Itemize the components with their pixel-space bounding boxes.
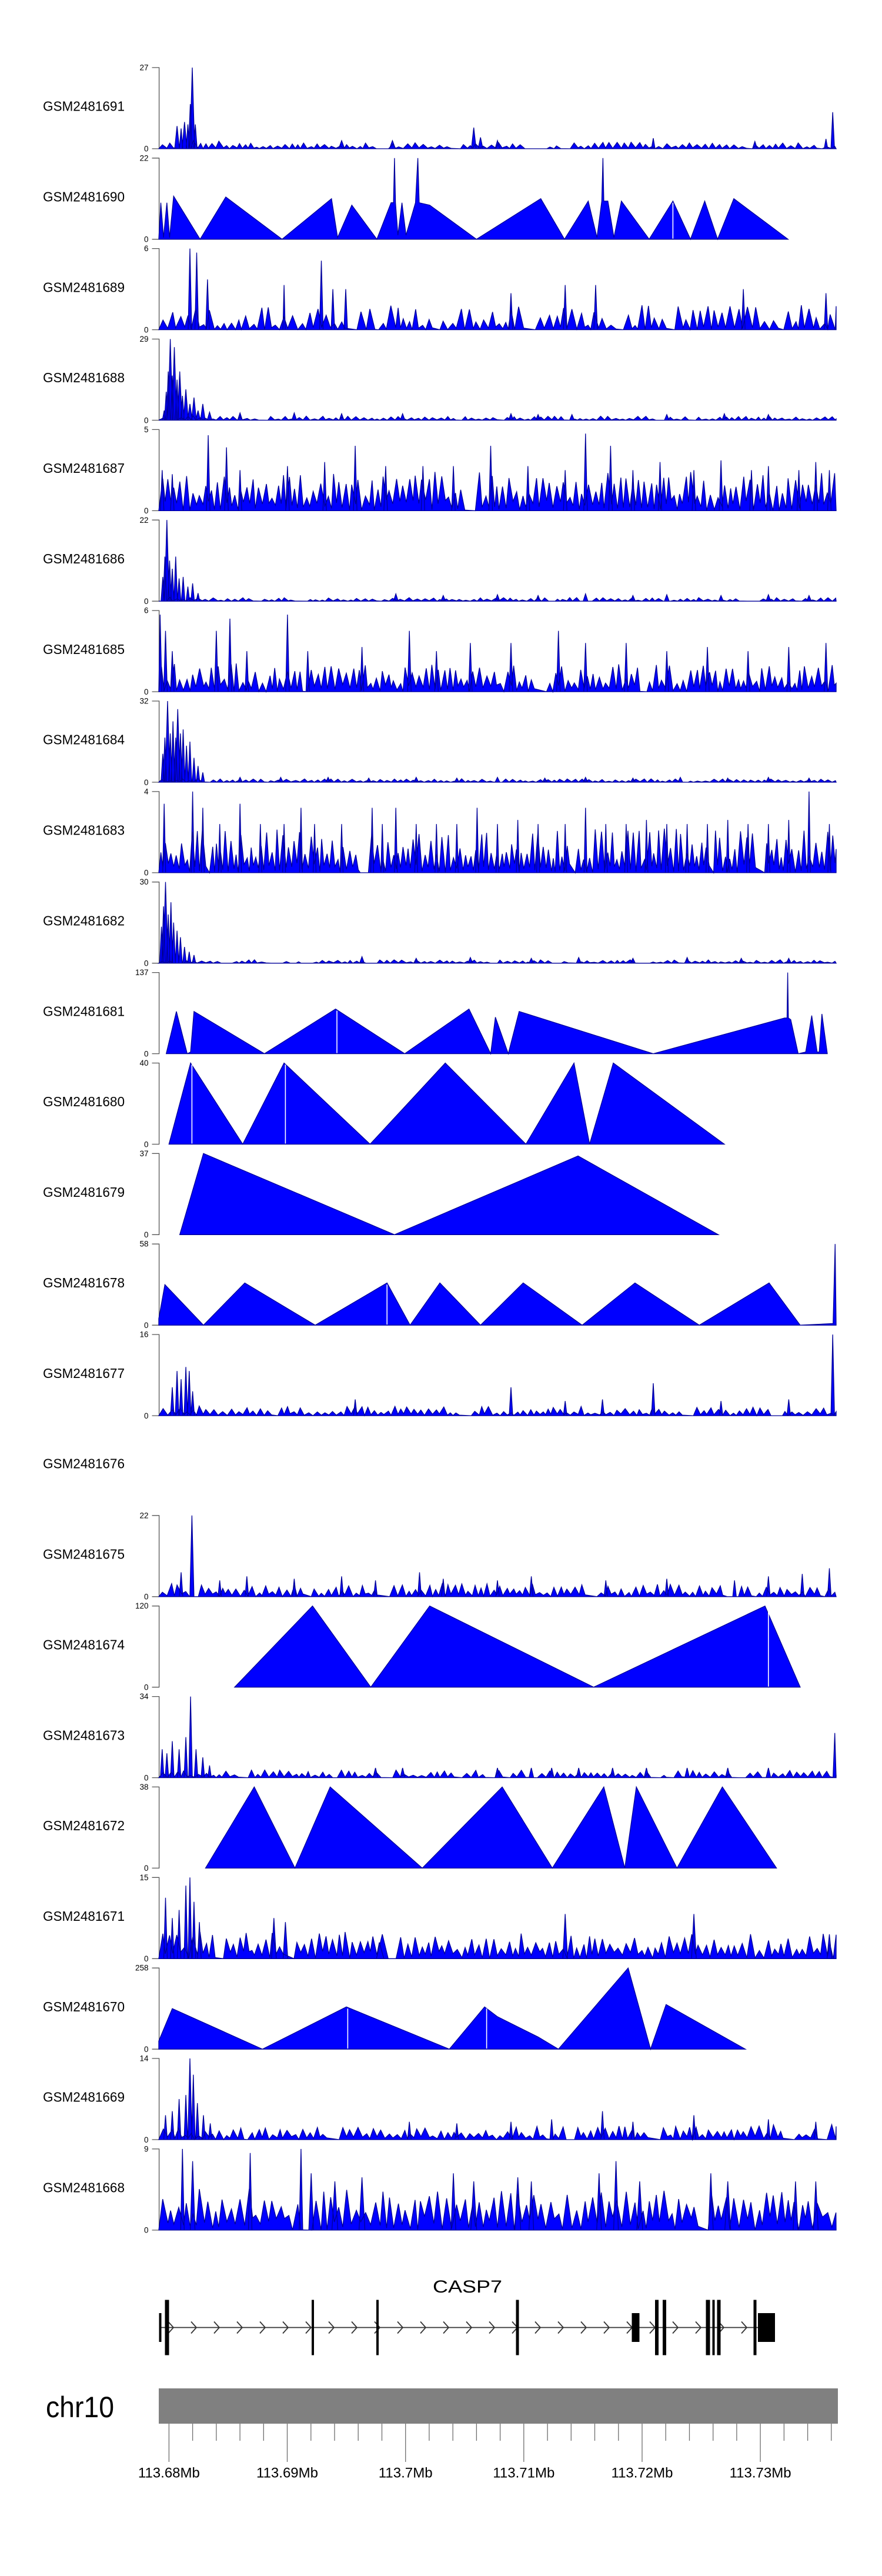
svg-text:34: 34 [139,1692,149,1701]
svg-text:GSM2481670: GSM2481670 [43,1999,125,2014]
svg-text:113.69Mb: 113.69Mb [256,2465,318,2481]
svg-text:0: 0 [144,778,149,787]
svg-text:0: 0 [144,2135,149,2144]
svg-text:113.7Mb: 113.7Mb [379,2465,433,2481]
svg-text:GSM2481671: GSM2481671 [43,1908,125,1924]
svg-text:GSM2481685: GSM2481685 [43,642,125,657]
svg-text:4: 4 [144,787,149,796]
svg-text:0: 0 [144,1049,149,1058]
svg-text:GSM2481683: GSM2481683 [43,823,125,838]
svg-text:0: 0 [144,869,149,877]
svg-text:GSM2481669: GSM2481669 [43,2090,125,2105]
svg-text:chr10: chr10 [46,2391,114,2424]
svg-text:GSM2481675: GSM2481675 [43,1547,125,1562]
svg-text:15: 15 [139,1873,148,1882]
svg-text:GSM2481674: GSM2481674 [43,1637,125,1652]
svg-text:GSM2481679: GSM2481679 [43,1184,125,1200]
svg-text:0: 0 [144,235,149,244]
svg-text:32: 32 [139,697,148,706]
svg-text:GSM2481687: GSM2481687 [43,461,125,476]
svg-text:0: 0 [144,1954,149,1963]
svg-text:40: 40 [139,1059,148,1067]
svg-text:0: 0 [144,1140,149,1149]
svg-text:GSM2481668: GSM2481668 [43,2180,125,2195]
svg-text:6: 6 [144,606,149,615]
svg-text:GSM2481690: GSM2481690 [43,189,125,205]
svg-text:113.71Mb: 113.71Mb [493,2465,554,2481]
svg-text:CASP7: CASP7 [433,2277,502,2297]
svg-text:GSM2481686: GSM2481686 [43,551,125,566]
svg-text:0: 0 [144,597,149,606]
svg-text:0: 0 [144,416,149,425]
svg-text:0: 0 [144,1864,149,1873]
svg-text:113.68Mb: 113.68Mb [138,2465,200,2481]
svg-text:137: 137 [135,968,149,977]
svg-text:16: 16 [139,1330,148,1339]
svg-text:GSM2481684: GSM2481684 [43,732,125,748]
svg-text:0: 0 [144,145,149,154]
svg-text:GSM2481681: GSM2481681 [43,1003,125,1019]
svg-text:22: 22 [139,1511,148,1520]
svg-text:GSM2481682: GSM2481682 [43,913,125,928]
svg-text:GSM2481688: GSM2481688 [43,370,125,385]
svg-text:6: 6 [144,244,149,253]
svg-text:0: 0 [144,1683,149,1692]
svg-text:GSM2481689: GSM2481689 [43,279,125,295]
svg-text:0: 0 [144,688,149,696]
svg-text:0: 0 [144,1773,149,1782]
svg-text:5: 5 [144,425,149,434]
svg-text:GSM2481677: GSM2481677 [43,1366,125,1381]
svg-text:0: 0 [144,506,149,515]
svg-text:27: 27 [139,63,148,72]
svg-text:GSM2481672: GSM2481672 [43,1818,125,1833]
svg-text:0: 0 [144,1412,149,1420]
svg-text:9: 9 [144,2144,149,2153]
svg-text:22: 22 [139,516,148,525]
svg-text:0: 0 [144,325,149,334]
svg-text:38: 38 [139,1783,148,1791]
svg-text:GSM2481691: GSM2481691 [43,99,125,114]
svg-text:29: 29 [139,335,148,343]
svg-text:0: 0 [144,1593,149,1601]
svg-text:258: 258 [135,1964,149,1973]
svg-text:GSM2481680: GSM2481680 [43,1094,125,1109]
svg-text:GSM2481673: GSM2481673 [43,1727,125,1743]
svg-text:0: 0 [144,2226,149,2235]
svg-text:0: 0 [144,1230,149,1239]
svg-text:22: 22 [139,154,148,162]
svg-text:GSM2481676: GSM2481676 [43,1456,125,1471]
svg-text:GSM2481678: GSM2481678 [43,1275,125,1290]
svg-text:120: 120 [135,1601,149,1610]
svg-text:14: 14 [139,2054,149,2063]
svg-text:113.73Mb: 113.73Mb [730,2465,791,2481]
svg-text:113.72Mb: 113.72Mb [612,2465,673,2481]
svg-text:0: 0 [144,959,149,968]
svg-text:37: 37 [139,1149,148,1158]
svg-text:0: 0 [144,1321,149,1330]
svg-text:58: 58 [139,1240,148,1249]
svg-text:30: 30 [139,877,148,886]
svg-text:0: 0 [144,2045,149,2054]
